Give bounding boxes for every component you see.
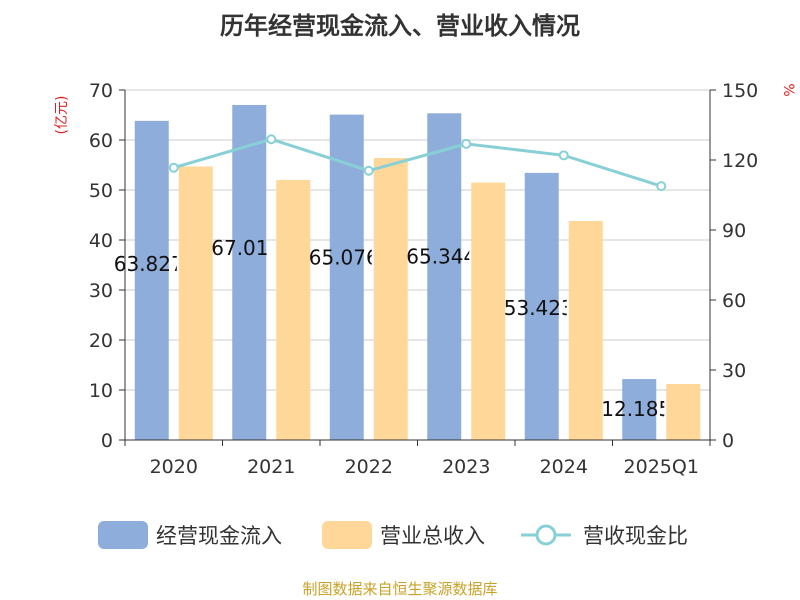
bar-cash-inflow bbox=[134, 120, 169, 441]
ratio-point bbox=[363, 165, 374, 176]
x-tick-label: 2022 bbox=[345, 456, 393, 478]
right-axis-unit: % bbox=[780, 83, 796, 96]
legend-marker bbox=[535, 524, 557, 546]
x-tick-label: 2021 bbox=[247, 456, 295, 478]
bar-data-label: 12.185 bbox=[601, 397, 671, 421]
right-tick-label: 90 bbox=[722, 220, 746, 242]
ratio-point bbox=[558, 150, 569, 161]
bar-revenue bbox=[471, 182, 506, 440]
ratio-point bbox=[266, 134, 277, 145]
x-tick-label: 2023 bbox=[442, 456, 490, 478]
right-tick-label: 120 bbox=[722, 150, 758, 172]
bar-data-label: 63.827 bbox=[114, 252, 184, 276]
bar-revenue bbox=[276, 180, 311, 440]
x-tick-label: 2020 bbox=[150, 456, 198, 478]
ratio-point bbox=[656, 181, 667, 192]
gridlines bbox=[125, 89, 710, 391]
bars bbox=[134, 104, 701, 441]
bar-revenue bbox=[568, 221, 603, 440]
legend-swatch bbox=[98, 521, 148, 549]
bar-revenue bbox=[666, 384, 701, 440]
ratio-point bbox=[461, 138, 472, 149]
legend-label: 经营现金流入 bbox=[156, 524, 282, 548]
ratio-line bbox=[168, 134, 667, 192]
x-tick-label: 2024 bbox=[540, 456, 588, 478]
left-tick-label: 20 bbox=[89, 330, 113, 352]
right-tick-label: 30 bbox=[722, 360, 746, 382]
left-axis-unit: (亿元) bbox=[54, 96, 70, 135]
bar-data-label: 65.076 bbox=[309, 246, 379, 270]
left-tick-label: 0 bbox=[101, 430, 113, 452]
left-tick-label: 50 bbox=[89, 180, 113, 202]
x-tick-label: 2025Q1 bbox=[624, 456, 699, 478]
legend-label: 营业总收入 bbox=[380, 524, 485, 548]
legend-swatch bbox=[322, 521, 372, 549]
data-labels: 63.827 67.01 65.076 65.344 53.423 12.185 bbox=[114, 236, 671, 421]
bar-cash-inflow bbox=[427, 113, 462, 440]
ratio-point bbox=[168, 162, 179, 173]
bar-data-label: 65.344 bbox=[406, 244, 476, 268]
left-tick-label: 40 bbox=[89, 230, 113, 252]
bar-cash-inflow bbox=[524, 172, 559, 440]
bar-revenue bbox=[373, 158, 408, 440]
chart-title: 历年经营现金流入、营业收入情况 bbox=[220, 12, 580, 40]
left-tick-label: 70 bbox=[89, 80, 113, 102]
left-tick-label: 60 bbox=[89, 130, 113, 152]
axes: 0 10 20 30 40 50 60 70 0 30 60 90 120 150 2020 2021 2022… bbox=[89, 80, 758, 478]
bar-cash-inflow bbox=[622, 379, 657, 440]
bar-data-label: 53.423 bbox=[504, 296, 574, 320]
left-tick-label: 10 bbox=[89, 380, 113, 402]
right-tick-label: 0 bbox=[722, 430, 734, 452]
bar-cash-inflow bbox=[232, 104, 267, 440]
right-tick-label: 60 bbox=[722, 290, 746, 312]
right-tick-label: 150 bbox=[722, 80, 758, 102]
legend: 经营现金流入 营业总收入 营收现金比 bbox=[98, 521, 688, 549]
ratio-line-path bbox=[173, 137, 662, 188]
left-tick-label: 30 bbox=[89, 280, 113, 302]
legend-label: 营收现金比 bbox=[583, 524, 688, 548]
bar-revenue bbox=[178, 166, 213, 440]
source-note: 制图数据来自恒生聚源数据库 bbox=[302, 580, 497, 598]
bar-data-label: 67.01 bbox=[211, 236, 268, 260]
